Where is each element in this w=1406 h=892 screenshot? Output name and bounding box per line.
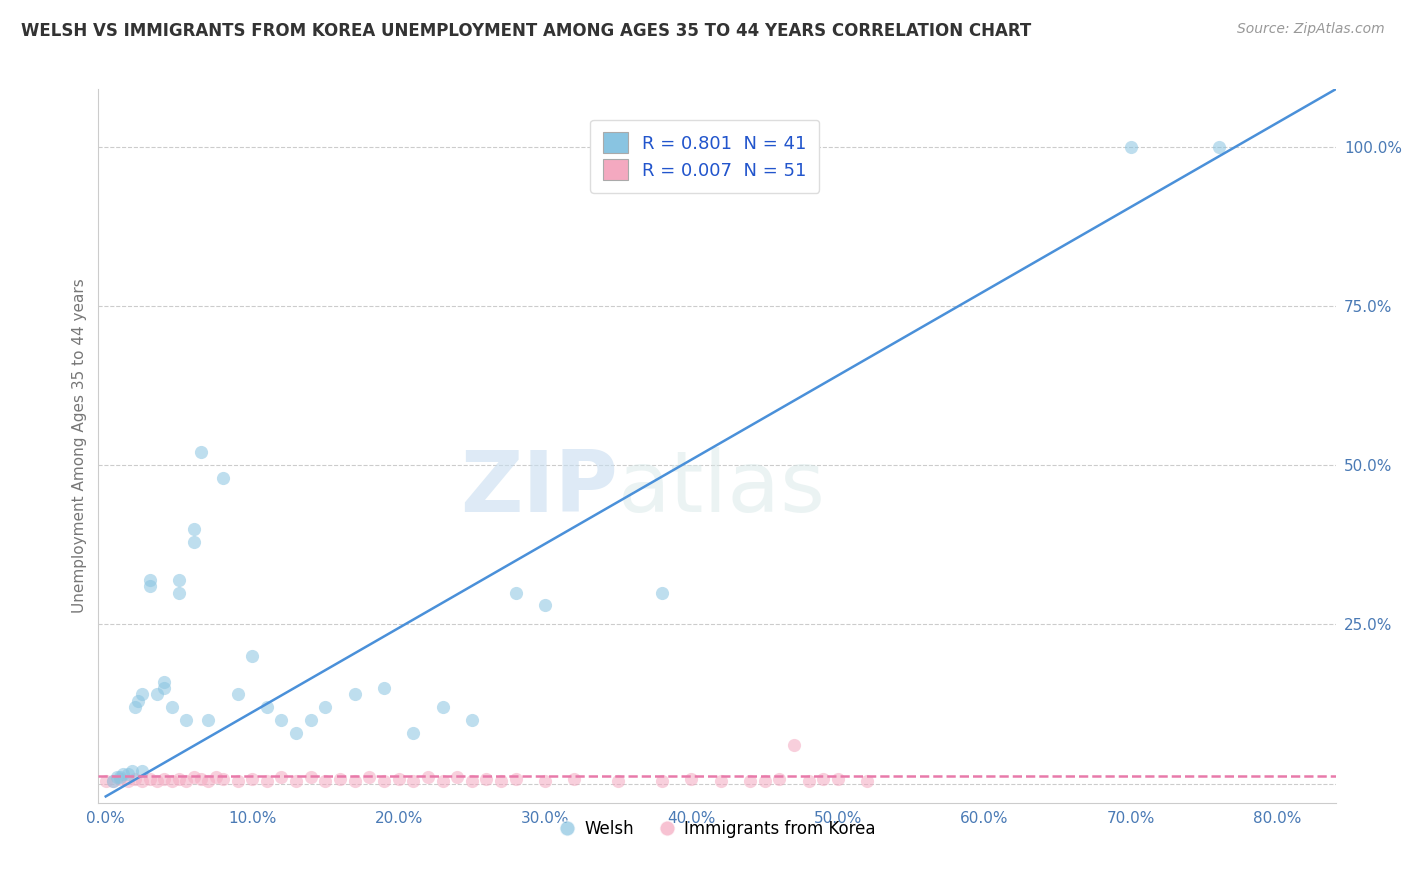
Point — [94, 773, 117, 788]
Point — [138, 772, 160, 786]
Point — [110, 772, 132, 786]
Point — [131, 688, 153, 702]
Point — [226, 688, 249, 702]
Point — [461, 773, 484, 788]
Point — [167, 585, 190, 599]
Point — [138, 579, 160, 593]
Point — [167, 772, 190, 786]
Point — [183, 522, 205, 536]
Point — [754, 773, 776, 788]
Point — [183, 534, 205, 549]
Point — [107, 770, 129, 784]
Point — [534, 773, 557, 788]
Point — [314, 773, 336, 788]
Point — [270, 713, 292, 727]
Point — [359, 770, 381, 784]
Point — [153, 772, 176, 786]
Point — [167, 573, 190, 587]
Point — [204, 770, 226, 784]
Point — [373, 773, 395, 788]
Point — [160, 700, 183, 714]
Point — [197, 773, 219, 788]
Point — [285, 773, 308, 788]
Point — [146, 688, 169, 702]
Point — [240, 649, 263, 664]
Point — [505, 772, 527, 786]
Point — [153, 674, 176, 689]
Point — [681, 772, 703, 786]
Point — [813, 772, 835, 786]
Text: ZIP: ZIP — [460, 447, 619, 531]
Legend: Welsh, Immigrants from Korea: Welsh, Immigrants from Korea — [553, 814, 882, 845]
Text: atlas: atlas — [619, 447, 827, 531]
Y-axis label: Unemployment Among Ages 35 to 44 years: Unemployment Among Ages 35 to 44 years — [72, 278, 87, 614]
Point — [117, 773, 139, 788]
Point — [285, 725, 308, 739]
Point — [651, 773, 673, 788]
Point — [131, 773, 153, 788]
Point — [446, 770, 468, 784]
Point — [768, 772, 790, 786]
Point — [402, 725, 425, 739]
Point — [299, 770, 322, 784]
Point — [212, 772, 235, 786]
Point — [534, 599, 557, 613]
Point — [101, 773, 124, 788]
Point — [651, 585, 673, 599]
Point — [226, 773, 249, 788]
Point — [112, 767, 135, 781]
Point — [121, 764, 143, 778]
Point — [146, 773, 169, 788]
Point — [160, 773, 183, 788]
Point — [240, 772, 263, 786]
Point — [416, 770, 439, 784]
Point — [124, 772, 146, 786]
Point — [110, 770, 132, 784]
Text: WELSH VS IMMIGRANTS FROM KOREA UNEMPLOYMENT AMONG AGES 35 TO 44 YEARS CORRELATIO: WELSH VS IMMIGRANTS FROM KOREA UNEMPLOYM… — [21, 22, 1032, 40]
Point — [101, 773, 124, 788]
Point — [373, 681, 395, 695]
Point — [256, 700, 278, 714]
Point — [329, 772, 352, 786]
Point — [738, 773, 761, 788]
Point — [124, 700, 146, 714]
Point — [797, 773, 820, 788]
Point — [783, 739, 806, 753]
Point — [197, 713, 219, 727]
Point — [174, 713, 197, 727]
Point — [190, 772, 212, 786]
Point — [1208, 139, 1230, 153]
Point — [475, 772, 498, 786]
Point — [299, 713, 322, 727]
Point — [562, 772, 585, 786]
Point — [127, 694, 149, 708]
Point — [827, 772, 849, 786]
Text: Source: ZipAtlas.com: Source: ZipAtlas.com — [1237, 22, 1385, 37]
Point — [461, 713, 484, 727]
Point — [256, 773, 278, 788]
Point — [131, 764, 153, 778]
Point — [607, 773, 630, 788]
Point — [314, 700, 336, 714]
Point — [153, 681, 176, 695]
Point — [190, 445, 212, 459]
Point — [270, 770, 292, 784]
Point — [387, 772, 409, 786]
Point — [1119, 139, 1142, 153]
Point — [183, 770, 205, 784]
Point — [343, 773, 366, 788]
Point — [343, 688, 366, 702]
Point — [117, 767, 139, 781]
Point — [856, 773, 879, 788]
Point — [432, 773, 454, 788]
Point — [212, 471, 235, 485]
Point — [505, 585, 527, 599]
Point — [710, 773, 733, 788]
Point — [138, 573, 160, 587]
Point — [402, 773, 425, 788]
Point — [174, 773, 197, 788]
Point — [489, 773, 512, 788]
Point — [432, 700, 454, 714]
